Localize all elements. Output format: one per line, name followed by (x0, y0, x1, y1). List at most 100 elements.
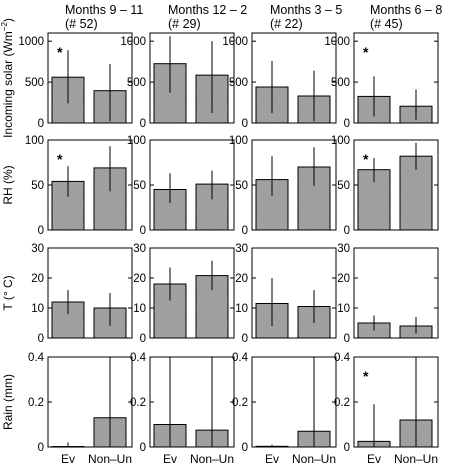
column-count-1: (# 52) (65, 17, 98, 31)
significance-star: * (363, 151, 369, 167)
panel-r1-c3: 0 500 1000 (222, 32, 337, 130)
column-title-4: Months 6 – 8 (370, 3, 442, 17)
y-tick-label: 1000 (324, 36, 350, 48)
y-tick-label: 0 (38, 333, 44, 345)
significance-star: * (57, 151, 63, 167)
significance-star: * (363, 368, 369, 384)
y-tick-label: 20 (235, 273, 248, 285)
y-tick-label: 0 (38, 225, 44, 237)
panel-r2-c3: 0 50 100 (229, 135, 337, 237)
y-tick-label: 1000 (120, 36, 146, 48)
panel-frame (353, 32, 439, 124)
y-tick-label: 0 (344, 333, 350, 345)
y-tick-label: 500 (25, 77, 44, 89)
y-tick-label: 0 (242, 225, 248, 237)
column-count-3: (# 22) (270, 17, 303, 31)
panel-r2-c4: 0 50 100 * (331, 135, 439, 237)
y-tick-label: 0 (344, 118, 350, 130)
y-axis-label-row-4: Rain (mm) (1, 374, 15, 430)
y-tick-label: 1000 (18, 36, 44, 48)
panel-r4-c1: 0 0.2 0.4 Ev Non–Un (28, 352, 133, 466)
y-tick-label: 0.2 (334, 397, 350, 409)
panel-r1-c4: 0 500 1000 * (324, 32, 439, 130)
x-category-label: Ev (61, 452, 75, 466)
y-tick-label: 100 (25, 135, 44, 147)
x-category-label: Non–Un (394, 452, 438, 466)
y-tick-label: 10 (337, 303, 350, 315)
y-tick-label: 0.4 (28, 352, 45, 364)
y-tick-label: 100 (331, 135, 350, 147)
panel-frame (251, 32, 337, 124)
panel-r3-c4: 0 10 20 30 (337, 243, 439, 345)
column-count-2: (# 29) (168, 17, 201, 31)
y-tick-label: 50 (31, 180, 44, 192)
y-tick-label: 0 (140, 442, 146, 454)
y-tick-label: 0.2 (28, 397, 44, 409)
panel-r2-c1: 0 50 100 * (25, 135, 133, 237)
panel-frame (149, 32, 235, 124)
y-tick-label: 0.2 (130, 397, 146, 409)
y-tick-label: 0 (140, 118, 146, 130)
panel-frame (251, 247, 337, 339)
column-headers: Months 9 – 11 (# 52) Months 12 – 2 (# 29… (65, 3, 442, 31)
y-tick-label: 0 (344, 442, 350, 454)
y-tick-label: 0 (242, 333, 248, 345)
y-tick-label: 0.2 (232, 397, 248, 409)
y-tick-label: 0 (140, 225, 146, 237)
y-tick-label: 0 (38, 118, 44, 130)
y-tick-label: 20 (337, 273, 350, 285)
panel-r3-c3: 0 10 20 30 (235, 243, 337, 345)
y-tick-label: 0 (38, 442, 44, 454)
y-tick-label: 0 (242, 442, 248, 454)
y-tick-label: 10 (235, 303, 248, 315)
y-tick-label: 50 (337, 180, 350, 192)
y-tick-label: 30 (31, 243, 44, 255)
panel-frame (47, 247, 133, 339)
panel-r4-c2: 0 0.2 0.4 Ev Non–Un (130, 352, 235, 466)
x-category-label: Non–Un (88, 452, 132, 466)
x-category-label: Non–Un (292, 452, 336, 466)
y-tick-label: 100 (127, 135, 146, 147)
x-category-label: Ev (367, 452, 381, 466)
y-tick-label: 10 (133, 303, 146, 315)
y-tick-label: 30 (337, 243, 350, 255)
panel-r3-c1: 0 10 20 30 (31, 243, 133, 345)
y-tick-label: 0 (344, 225, 350, 237)
column-title-3: Months 3 – 5 (270, 3, 342, 17)
significance-star: * (57, 44, 63, 60)
column-count-4: (# 45) (370, 17, 403, 31)
panel-frame (353, 247, 439, 339)
y-tick-label: 30 (235, 243, 248, 255)
y-tick-label: 500 (331, 77, 350, 89)
y-tick-label: 500 (127, 77, 146, 89)
panel-r3-c2: 0 10 20 30 (133, 243, 235, 345)
y-axis-label-row-3: T (° C) (1, 275, 15, 310)
y-tick-label: 30 (133, 243, 146, 255)
y-tick-label: 50 (235, 180, 248, 192)
y-tick-label: 20 (31, 273, 44, 285)
x-category-label: Ev (265, 452, 279, 466)
panels-grid: Incoming solar (Wm−2)05001000*0500100005… (0, 18, 439, 466)
y-tick-label: 0.4 (334, 352, 351, 364)
y-axis-label-row-1: Incoming solar (Wm−2) (0, 18, 15, 138)
y-tick-label: 0 (242, 118, 248, 130)
panel-r4-c4: 0 0.2 0.4 * Ev Non–Un (334, 352, 439, 466)
panel-frame (47, 32, 133, 124)
y-tick-label: 10 (31, 303, 44, 315)
panel-r4-c3: 0 0.2 0.4 Ev Non–Un (232, 352, 337, 466)
y-tick-label: 100 (229, 135, 248, 147)
y-tick-label: 50 (133, 180, 146, 192)
y-tick-label: 0.4 (232, 352, 249, 364)
panel-r1-c2: 0 500 1000 (120, 32, 235, 130)
panel-r2-c2: 0 50 100 (127, 135, 235, 237)
significance-star: * (363, 44, 369, 60)
y-tick-label: 0 (140, 333, 146, 345)
y-tick-label: 1000 (222, 36, 248, 48)
y-axis-label-row-2: RH (%) (1, 165, 15, 204)
panel-frame (149, 247, 235, 339)
x-category-label: Ev (163, 452, 177, 466)
y-tick-label: 20 (133, 273, 146, 285)
y-tick-label: 0.4 (130, 352, 147, 364)
x-category-label: Non–Un (190, 452, 234, 466)
